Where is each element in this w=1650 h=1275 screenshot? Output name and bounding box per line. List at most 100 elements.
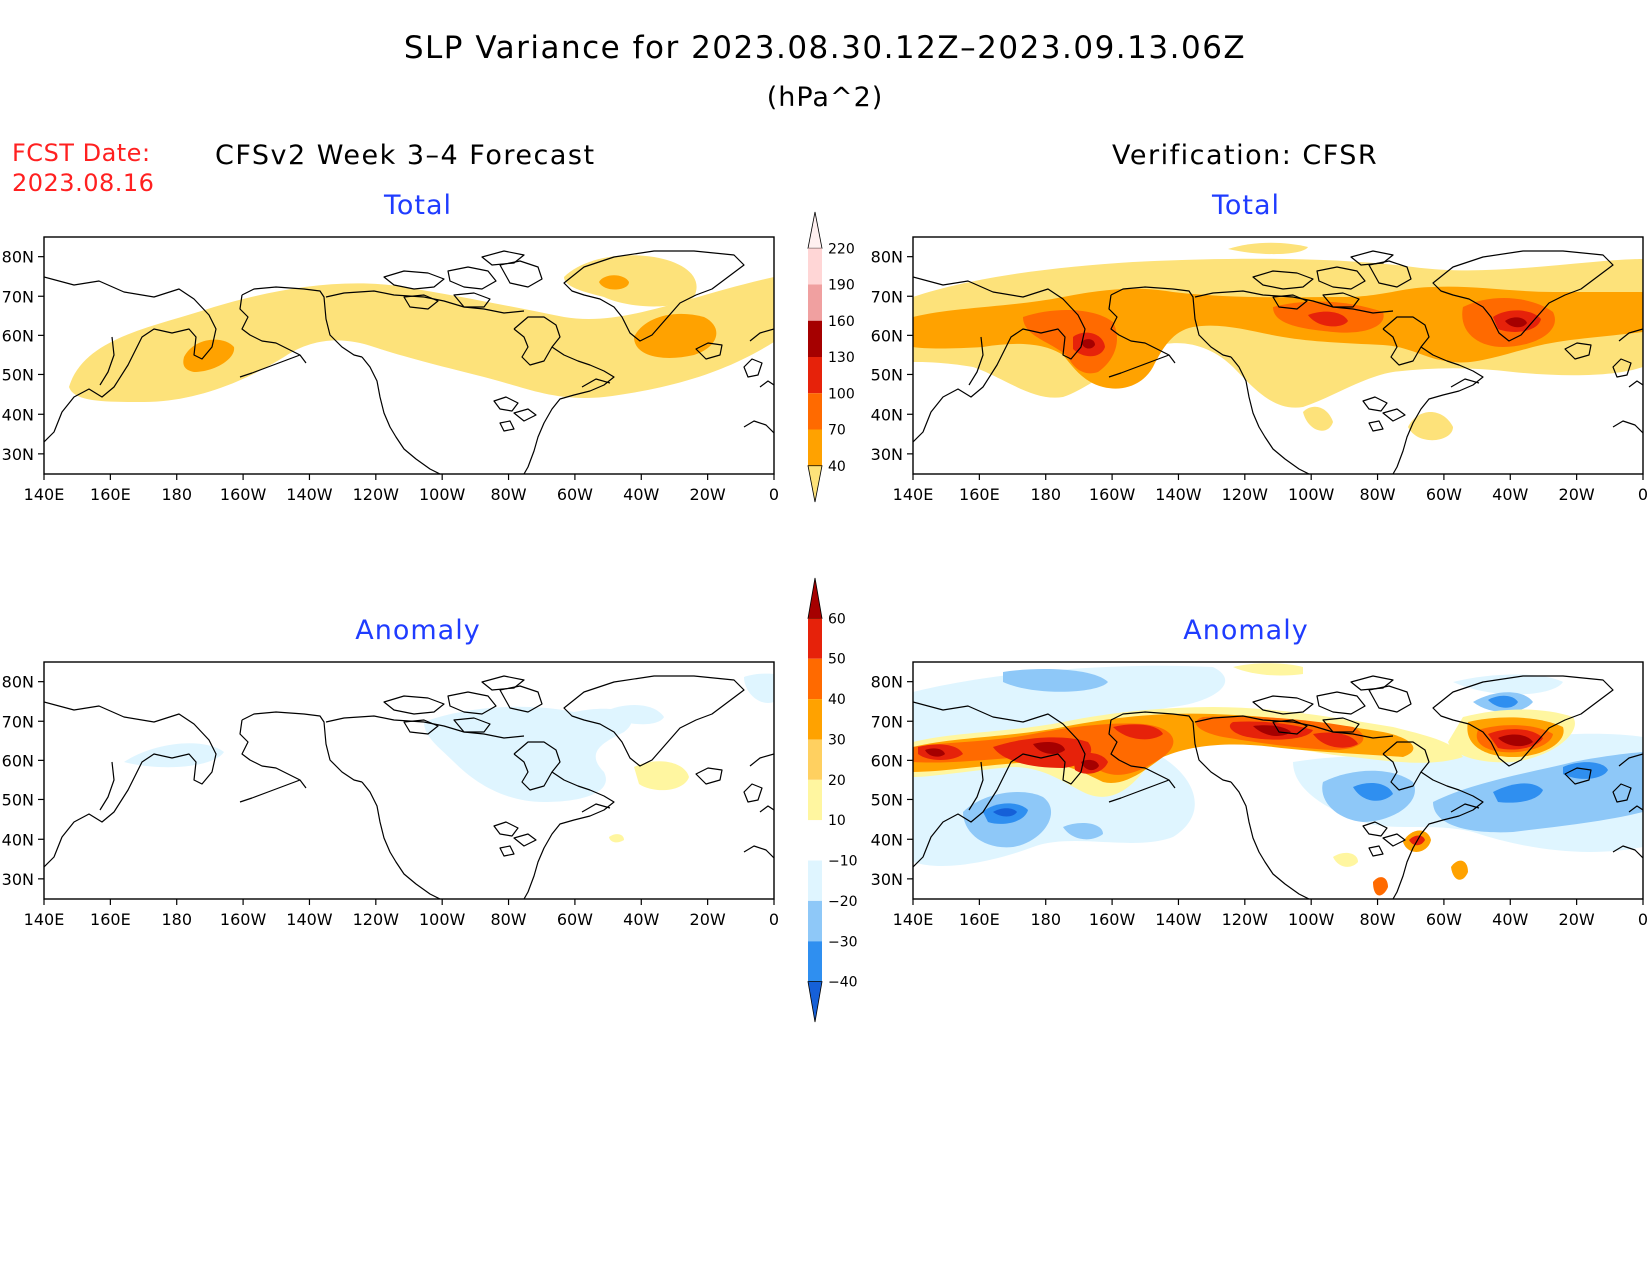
lat-tick-label: 70N [871,712,903,731]
lat-tick-label: 40N [2,405,34,424]
lon-tick-label: 20W [1559,910,1595,929]
lon-tick-label: 160W [220,910,267,929]
lon-tick-label: 160W [1089,485,1136,504]
colorbar-level-label: 60 [828,611,846,627]
lon-tick-label: 80W [490,910,526,929]
colorbar-anomaly: −40 −30 −20 −10 10 20 30 40 50 60 [807,577,858,1023]
lat-tick-label: 40N [871,830,903,849]
colorbar-swatch [808,248,822,285]
colorbar-level-label: −20 [828,894,858,910]
colorbar-swatch [808,941,822,982]
lat-tick-label: 50N [2,365,34,384]
lon-tick-label: 120W [1222,485,1269,504]
lon-tick-label: 40W [1492,485,1528,504]
lat-tick-label: 40N [2,830,34,849]
lat-tick-label: 80N [2,673,34,692]
lon-tick-label: 60W [1426,910,1462,929]
lon-tick-label: 140E [893,910,934,929]
forecast-anomaly-field [44,673,774,899]
colorbar-swatch [808,900,822,942]
lat-tick-label: 60N [2,751,34,770]
lon-tick-label: 20W [1559,485,1595,504]
lon-tick-label: 20W [690,910,726,929]
lon-tick-label: 80W [1359,910,1395,929]
colorbar-level-label: −10 [828,854,858,870]
colorbar-level-label: 40 [828,459,846,475]
lon-tick-label: 100W [419,485,466,504]
colorbar-swatch [808,357,822,394]
lon-tick-label: 160W [1089,910,1136,929]
colorbar-swatch [807,577,823,619]
lon-tick-label: 40W [623,910,659,929]
lon-tick-label: 160E [90,910,131,929]
lat-tick-label: 60N [2,326,34,345]
lat-tick-label: 60N [871,751,903,770]
forecast-total-field [44,250,774,474]
colorbar-swatch [808,393,822,430]
colorbar-swatch [808,779,822,821]
lat-tick-label: 80N [871,248,903,267]
units-label: (hPa^2) [766,82,884,113]
colorbar-swatch [808,320,822,357]
lon-tick-label: 40W [1492,910,1528,929]
lon-tick-label: 100W [1288,910,1335,929]
lon-tick-label: 140E [24,485,65,504]
lon-tick-label: 60W [1426,485,1462,504]
lat-tick-label: 30N [2,445,34,464]
lon-tick-label: 140W [1155,485,1202,504]
lon-tick-label: 0 [1638,910,1648,929]
lat-tick-label: 40N [871,405,903,424]
colorbar-swatch [808,429,822,466]
colorbar-swatch [807,211,823,249]
lon-tick-label: 180 [1030,485,1061,504]
colorbar-swatch [808,860,822,901]
forecast-total-title: Total [383,190,453,221]
lon-tick-label: 120W [1222,910,1269,929]
lon-tick-label: 160E [959,910,1000,929]
colorbar-swatch [808,284,822,321]
lat-tick-label: 30N [871,445,903,464]
lon-tick-label: 100W [1288,485,1335,504]
lon-tick-label: 120W [353,485,400,504]
lat-tick-label: 50N [871,365,903,384]
lat-tick-label: 50N [871,790,903,809]
verification-total-field [913,242,1643,474]
lon-tick-label: 0 [1638,485,1648,504]
lon-tick-label: 180 [161,485,192,504]
colorbar-swatch [808,618,822,659]
lon-tick-label: 100W [419,910,466,929]
lon-tick-label: 40W [623,485,659,504]
lat-tick-label: 30N [871,870,903,889]
colorbar-level-label: −30 [828,934,858,950]
verification-total-panel [912,236,1644,475]
lon-tick-label: 140W [286,910,333,929]
colorbar-swatch [808,739,822,780]
colorbar-level-label: 50 [828,652,846,668]
forecast-anomaly-title: Anomaly [355,615,481,646]
lon-tick-label: 60W [557,910,593,929]
verification-anomaly-field [913,663,1643,899]
forecast-header: CFSv2 Week 3–4 Forecast [215,140,596,171]
lat-tick-label: 70N [871,287,903,306]
lat-tick-label: 60N [871,326,903,345]
fcst-date-block: FCST Date: 2023.08.16 [12,138,154,198]
lon-tick-label: 120W [353,910,400,929]
colorbar-level-label: 160 [828,314,855,330]
colorbar-level-label: 190 [828,278,855,294]
colorbar-swatch [808,820,822,861]
colorbar-level-label: 100 [828,386,855,402]
lon-tick-label: 140E [893,485,934,504]
colorbar-total: 40 70 100 130 160 190 220 [807,211,855,503]
colorbar-level-label: −40 [828,975,858,991]
colorbar-swatch [808,699,822,740]
fcst-date-label: FCST Date: [12,139,151,167]
verification-anomaly-title: Anomaly [1183,615,1309,646]
lat-tick-label: 80N [871,673,903,692]
lon-tick-label: 20W [690,485,726,504]
colorbar-level-label: 40 [828,692,846,708]
lon-tick-label: 180 [1030,910,1061,929]
lon-tick-label: 140E [24,910,65,929]
colorbar-level-label: 220 [828,241,855,257]
forecast-anomaly-panel [43,661,775,900]
lat-tick-label: 70N [2,712,34,731]
